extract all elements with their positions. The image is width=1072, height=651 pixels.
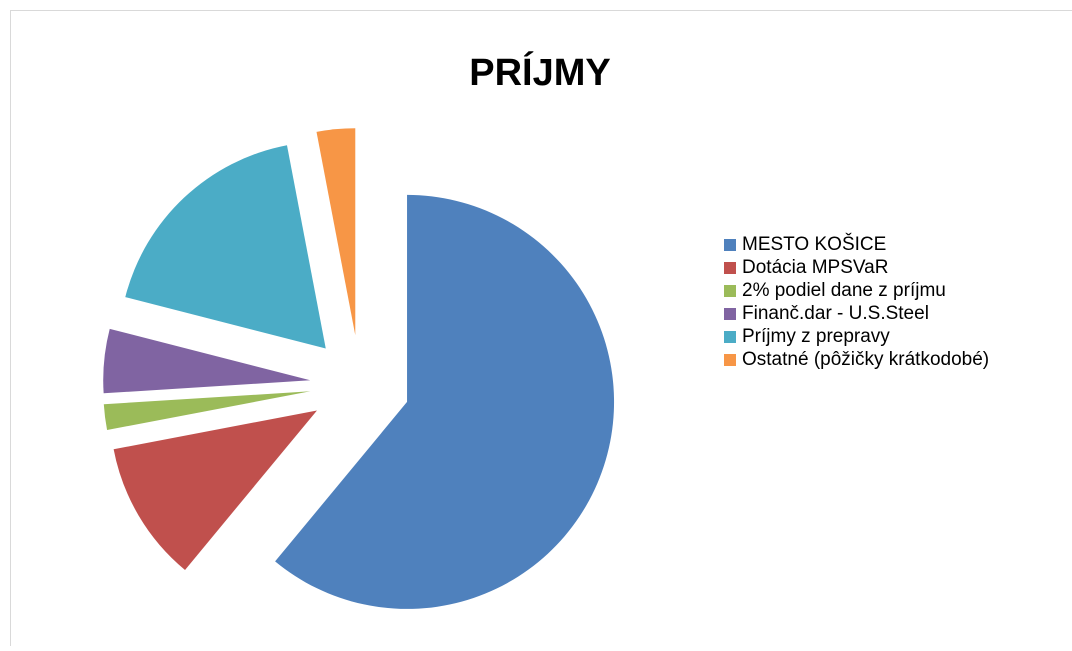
legend-swatch <box>724 285 736 297</box>
legend-label: Finanč.dar - U.S.Steel <box>742 303 929 324</box>
legend-label: MESTO KOŠICE <box>742 233 886 255</box>
legend-label: 2% podiel dane z príjmu <box>742 280 946 301</box>
legend-swatch <box>724 331 736 343</box>
legend-label: Príjmy z prepravy <box>742 326 890 347</box>
legend-swatch <box>724 354 736 366</box>
legend-label: Ostatné (pôžičky krátkodobé) <box>742 349 989 370</box>
chart-title: PRÍJMY <box>469 50 610 94</box>
legend-swatch <box>724 308 736 320</box>
legend-label: Dotácia MPSVaR <box>742 257 888 278</box>
legend-swatch <box>724 239 736 251</box>
legend-swatch <box>724 262 736 274</box>
